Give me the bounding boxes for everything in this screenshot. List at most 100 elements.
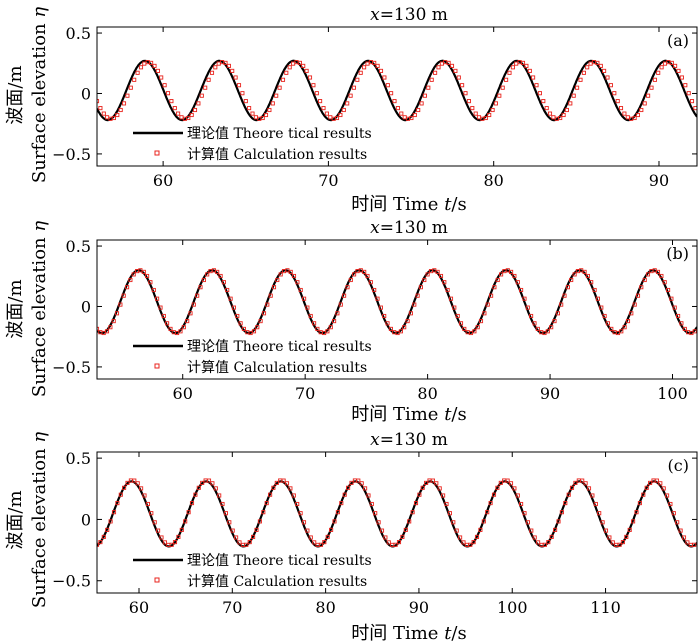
calc-point <box>508 481 514 486</box>
calc-point <box>504 77 509 82</box>
calc-point <box>328 115 333 120</box>
calc-point <box>305 305 310 310</box>
chart-title: x=130 m <box>370 218 448 238</box>
calc-point <box>195 293 200 298</box>
calc-point <box>334 115 340 121</box>
calc-point <box>165 91 171 96</box>
calc-point <box>288 486 293 491</box>
calc-point <box>435 269 440 274</box>
calc-point <box>475 325 480 330</box>
calc-point <box>338 302 343 307</box>
calc-point <box>274 93 279 98</box>
calc-point <box>105 527 110 532</box>
calc-point <box>472 329 477 334</box>
calc-point <box>592 287 597 293</box>
calc-point <box>580 478 585 483</box>
calc-point <box>410 510 415 515</box>
calc-point <box>243 99 248 104</box>
calc-point <box>122 485 127 490</box>
calc-point <box>250 111 255 116</box>
calc-point <box>365 61 370 66</box>
calc-point <box>98 540 103 545</box>
y-axis-label-en: Surface elevation η <box>29 221 50 397</box>
calc-point <box>382 313 387 319</box>
calc-point <box>447 511 452 516</box>
legend-label-theoretical: 理论值 Theore tical results <box>187 126 372 142</box>
calc-point <box>422 93 427 98</box>
calc-point <box>445 287 450 293</box>
calc-point <box>231 305 236 310</box>
y-tick-label: 0.5 <box>66 24 91 43</box>
calc-point <box>571 93 576 98</box>
calc-point <box>236 83 242 88</box>
calc-point <box>676 68 681 73</box>
calc-point <box>424 480 429 485</box>
chart-panel-a: x=130 m (a) 0.5 0 −0.5 60 70 80 90 时间 Time t/s 波面/… <box>5 5 698 215</box>
calc-point <box>261 510 266 515</box>
calc-point <box>386 540 391 545</box>
calc-point <box>520 60 526 65</box>
calc-point <box>321 106 326 111</box>
calc-point <box>128 85 133 90</box>
legend-label-theoretical: 理论值 Theore tical results <box>187 339 372 355</box>
calc-point <box>105 115 110 120</box>
calc-point <box>240 91 245 96</box>
legend-marker-swatch <box>154 150 160 156</box>
calc-point <box>287 65 292 70</box>
calc-point <box>304 68 309 73</box>
calc-point <box>260 115 265 121</box>
calc-point <box>441 493 446 498</box>
legend-marker-swatch <box>154 577 160 583</box>
calc-point <box>132 478 137 483</box>
calc-point <box>392 99 397 104</box>
calc-point <box>468 542 473 547</box>
calc-point <box>159 75 164 80</box>
calc-point <box>452 305 457 310</box>
calc-point <box>535 326 540 331</box>
calc-point <box>348 93 353 98</box>
legend-label-calculation: 计算值 Calculation results <box>187 360 367 376</box>
calc-point <box>156 528 161 533</box>
calc-point <box>345 101 350 106</box>
y-tick-label: 0.5 <box>66 237 91 256</box>
calc-point <box>372 60 377 65</box>
calc-point <box>490 107 495 113</box>
calc-point <box>329 527 334 532</box>
calc-point <box>206 77 211 82</box>
calc-point <box>213 65 218 70</box>
calc-point <box>152 63 157 68</box>
calc-point <box>683 83 688 88</box>
calc-point <box>358 70 363 75</box>
calc-point <box>149 511 154 516</box>
calc-point <box>625 115 630 120</box>
calc-point <box>114 311 120 316</box>
calc-point <box>590 493 595 498</box>
calc-point <box>462 326 467 331</box>
calc-point <box>399 111 404 116</box>
calc-point <box>176 534 181 539</box>
calc-point <box>605 321 610 326</box>
calc-point <box>349 480 354 485</box>
calc-point <box>169 542 174 547</box>
calc-point <box>325 329 330 334</box>
calc-point <box>605 75 610 80</box>
calc-point <box>536 540 541 545</box>
calc-point <box>661 486 666 491</box>
calc-point <box>314 91 319 96</box>
calc-point <box>301 520 307 525</box>
calc-point <box>678 528 683 533</box>
calc-point <box>582 269 587 274</box>
x-tick-label: 90 <box>409 598 429 617</box>
calc-point <box>125 480 130 485</box>
calc-point <box>325 534 330 539</box>
x-axis-label: 时间 Time t/s <box>351 623 466 644</box>
calc-point <box>121 101 127 106</box>
calc-point <box>491 492 497 497</box>
calc-point <box>346 485 351 490</box>
calc-point <box>433 70 438 75</box>
calc-point <box>198 285 203 290</box>
calc-point <box>426 85 431 90</box>
calc-point <box>168 326 173 331</box>
x-tick-label: 90 <box>649 171 669 190</box>
calc-point <box>149 60 154 65</box>
